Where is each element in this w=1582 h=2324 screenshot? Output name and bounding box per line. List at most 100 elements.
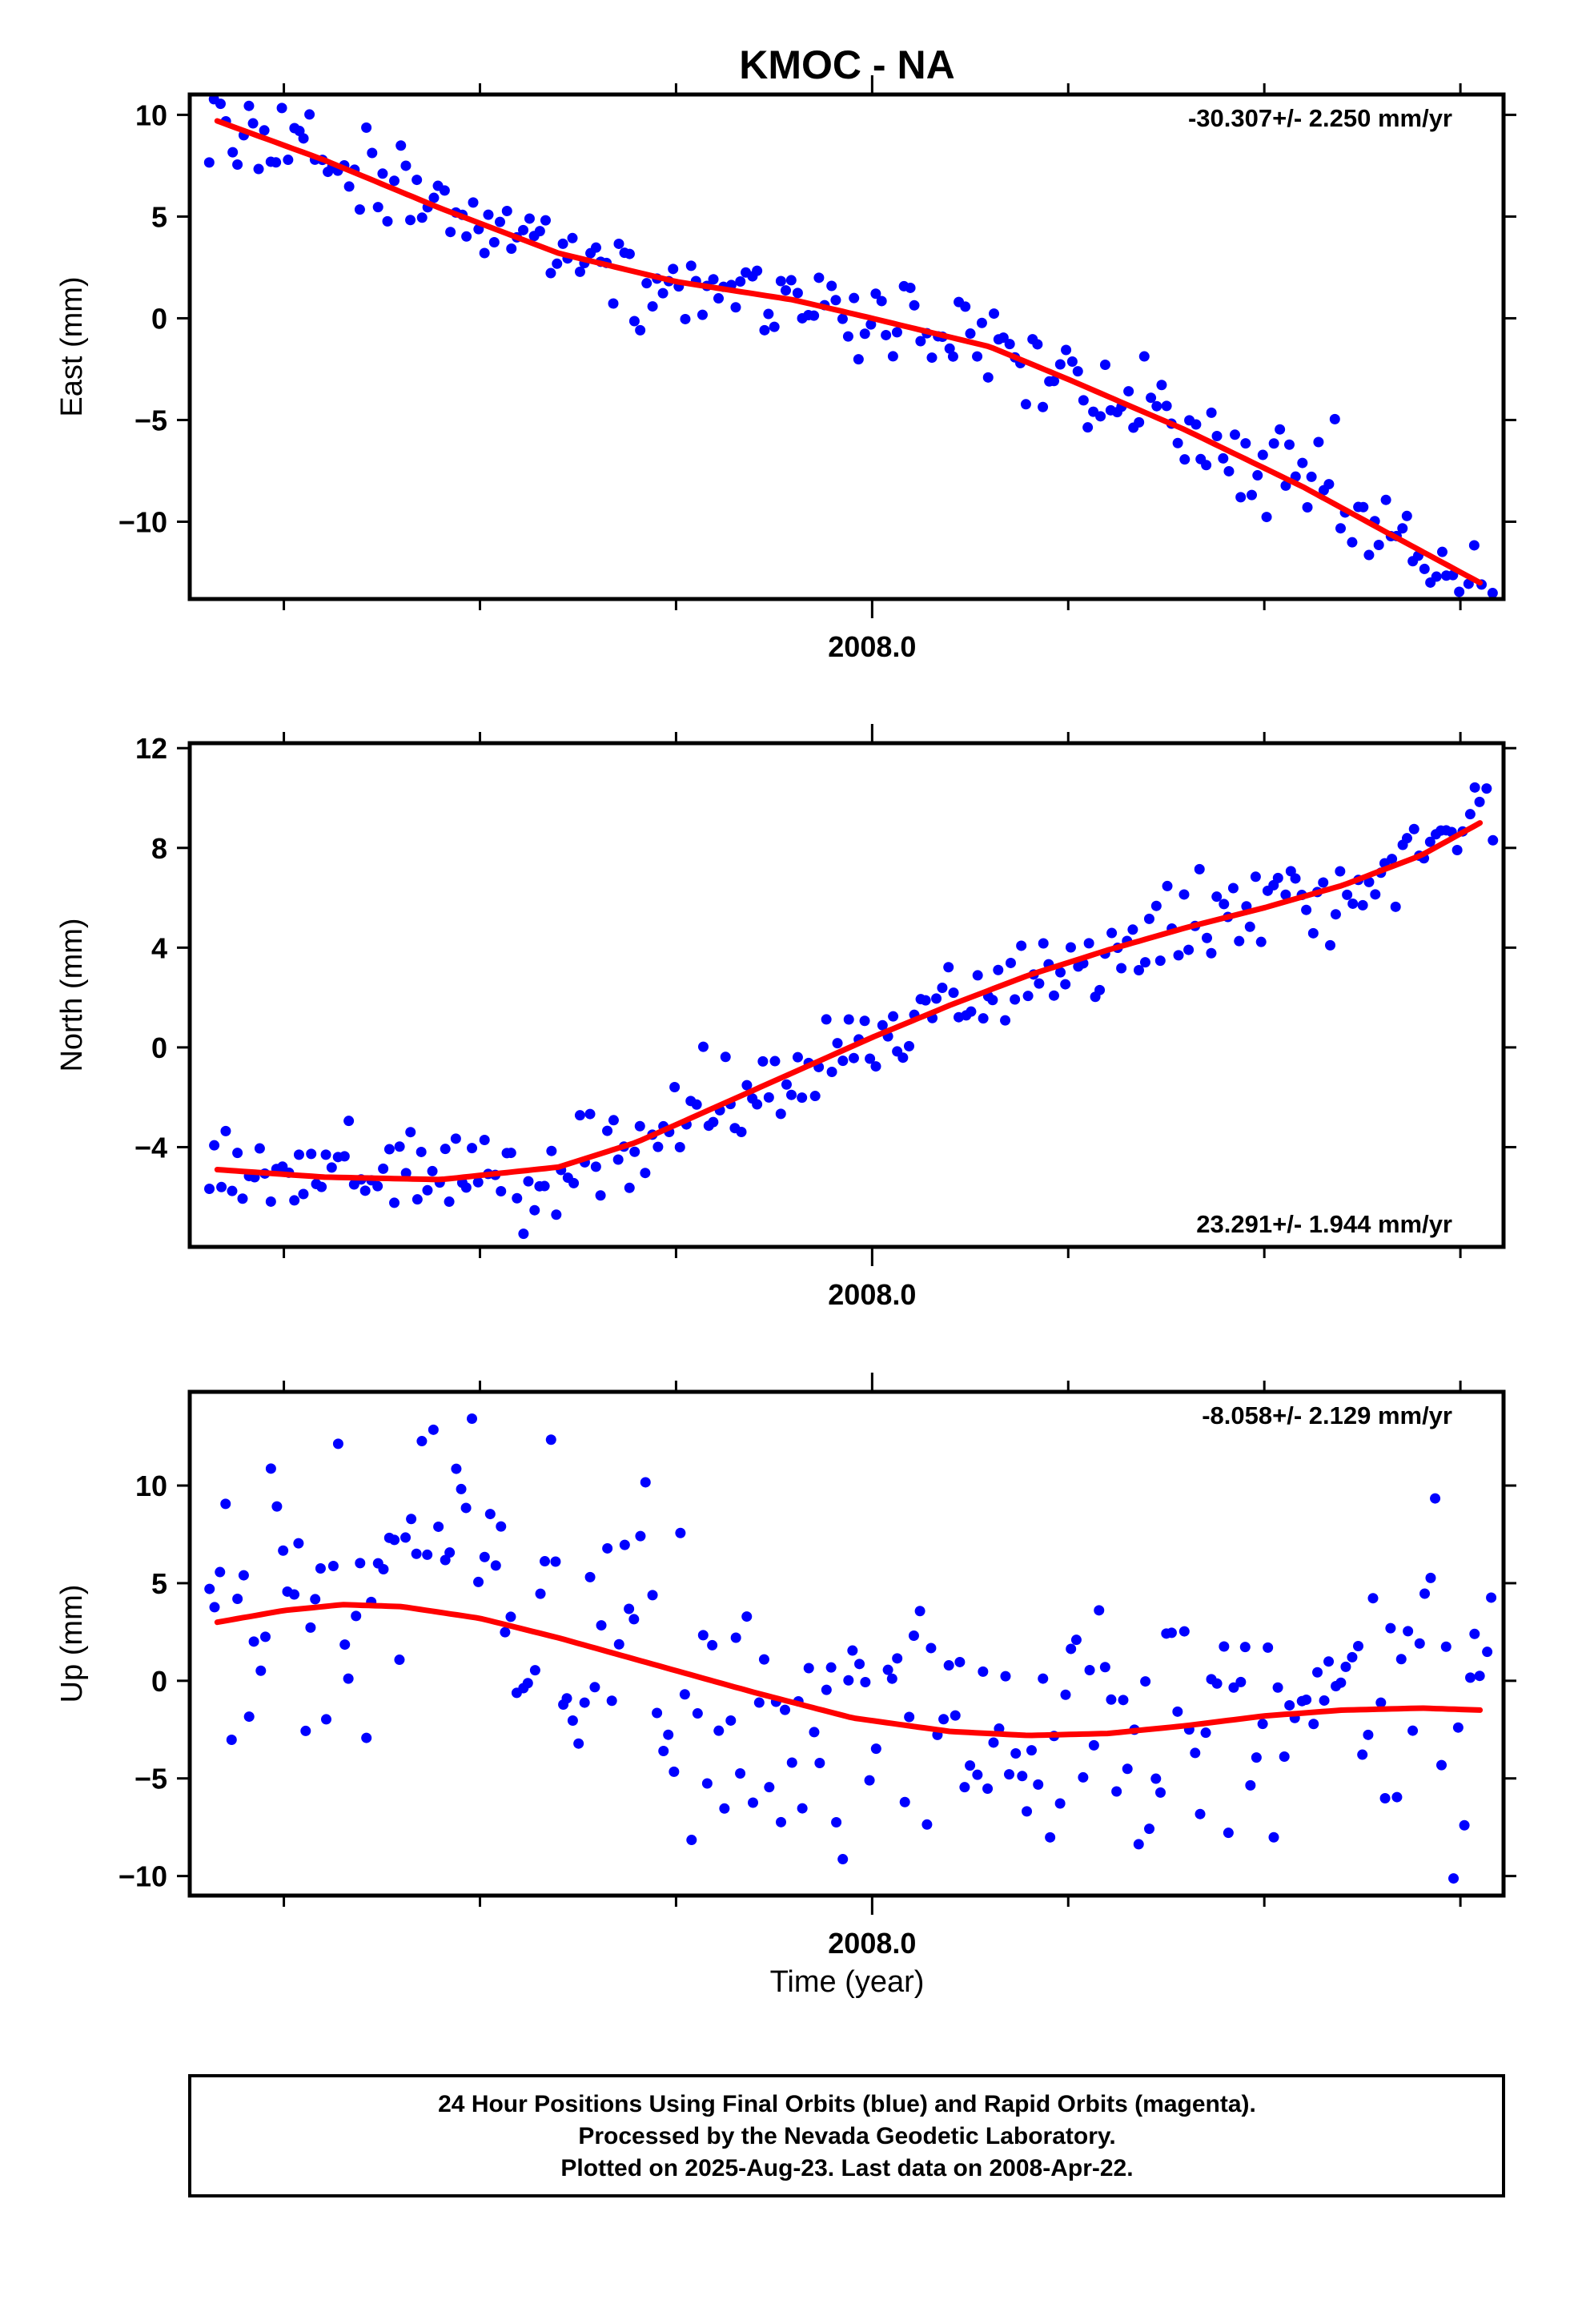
data-point: [1401, 833, 1412, 844]
data-point: [624, 1603, 635, 1614]
data-point: [1016, 940, 1027, 951]
data-point: [641, 278, 652, 289]
data-point: [905, 282, 916, 293]
data-point: [914, 1606, 926, 1617]
data-point: [529, 1204, 540, 1216]
data-point: [500, 1626, 511, 1638]
data-point: [904, 1711, 915, 1723]
data-point: [1201, 460, 1212, 471]
data-point: [551, 1209, 562, 1220]
data-point: [1363, 549, 1375, 561]
data-point: [998, 332, 1009, 344]
data-point: [1425, 1572, 1436, 1583]
data-point: [1178, 1626, 1190, 1637]
data-point: [247, 118, 259, 129]
data-point: [713, 293, 725, 304]
data-point: [1138, 351, 1150, 362]
data-point: [1202, 932, 1213, 943]
data-point: [847, 1645, 858, 1656]
data-point: [1482, 1647, 1493, 1658]
data-point: [1347, 537, 1358, 548]
data-point: [943, 1660, 954, 1671]
data-point: [568, 1177, 580, 1188]
data-point: [1335, 523, 1346, 534]
data-point: [1257, 449, 1268, 460]
data-point: [1190, 1747, 1201, 1759]
data-point: [584, 1108, 596, 1120]
data-point: [1133, 1839, 1144, 1850]
data-point: [1280, 480, 1291, 491]
plot-frame: [187, 1389, 1506, 1898]
data-point: [484, 1509, 496, 1520]
data-point: [216, 1181, 227, 1192]
data-point: [444, 1196, 455, 1208]
data-point: [640, 1477, 651, 1488]
data-point: [1367, 1593, 1379, 1604]
data-point: [1474, 796, 1485, 807]
data-point: [351, 1610, 362, 1622]
data-point: [1055, 967, 1066, 978]
y-tick-label: −10: [118, 505, 167, 538]
data-point: [1116, 963, 1127, 974]
data-point: [243, 100, 255, 111]
data-point: [634, 1120, 645, 1132]
plot-area: [204, 1413, 1497, 1884]
data-point: [396, 140, 407, 151]
data-point: [1082, 422, 1094, 433]
data-point: [982, 1783, 994, 1795]
data-point: [1357, 1749, 1368, 1760]
data-point: [1146, 392, 1157, 404]
data-point: [1448, 1873, 1460, 1884]
y-tick-label: 10: [135, 1470, 167, 1502]
data-point: [753, 1697, 765, 1708]
data-point: [523, 1176, 534, 1187]
data-point: [326, 1162, 337, 1173]
data-point: [1395, 1654, 1407, 1665]
data-point: [1183, 944, 1195, 955]
data-point: [775, 275, 786, 287]
data-point: [1272, 872, 1283, 883]
data-point: [1154, 955, 1166, 967]
data-point: [367, 147, 378, 159]
data-point: [870, 1061, 881, 1072]
data-point: [361, 122, 372, 133]
data-point: [944, 343, 955, 354]
data-point: [1060, 1689, 1071, 1700]
data-point: [692, 1708, 703, 1719]
data-point: [439, 185, 450, 196]
data-point: [926, 1642, 937, 1654]
data-point: [920, 995, 931, 1006]
data-point: [1474, 1671, 1485, 1682]
data-point: [400, 160, 412, 171]
data-point: [837, 313, 848, 324]
data-point: [993, 964, 1004, 975]
data-point: [892, 1653, 903, 1664]
data-point: [809, 310, 820, 321]
data-point: [1430, 1493, 1441, 1504]
rate-annotation: -8.058+/- 2.129 mm/yr: [1202, 1401, 1452, 1429]
data-point: [1004, 339, 1015, 350]
data-point: [389, 1534, 400, 1546]
data-point: [842, 331, 853, 342]
data-point: [220, 1125, 231, 1136]
data-point: [1284, 1699, 1295, 1711]
y-tick-label: 4: [151, 931, 167, 964]
data-point: [1010, 994, 1021, 1005]
data-point: [1488, 834, 1499, 846]
data-point: [1244, 921, 1255, 932]
data-point: [797, 1803, 808, 1814]
data-point: [965, 328, 976, 340]
data-point: [769, 321, 780, 332]
data-point: [1419, 563, 1430, 574]
data-point: [584, 1571, 596, 1582]
data-point: [1251, 1752, 1262, 1763]
data-point: [1060, 979, 1071, 990]
data-point: [780, 1704, 791, 1715]
data-point: [1022, 991, 1034, 1002]
data-point: [624, 248, 635, 259]
page-title: KMOC - NA: [739, 42, 954, 87]
data-point: [1065, 942, 1076, 953]
data-point: [209, 1140, 220, 1151]
data-point: [764, 1782, 775, 1793]
